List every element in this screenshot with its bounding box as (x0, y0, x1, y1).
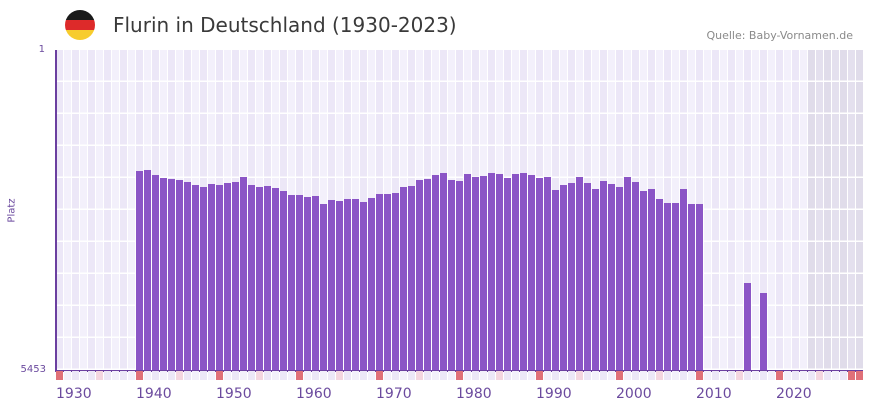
bar-2004[interactable] (648, 188, 655, 370)
bar-1966[interactable] (344, 198, 351, 370)
bar-1943[interactable] (160, 177, 167, 370)
year-marker-strip (56, 371, 863, 380)
flag-stripe-red (65, 20, 95, 30)
bar-1978[interactable] (440, 172, 447, 370)
x-tick-label: 2010 (696, 386, 732, 402)
bar-1950[interactable] (216, 184, 223, 370)
bar-2003[interactable] (640, 190, 647, 370)
bar-1973[interactable] (400, 186, 407, 370)
bar-1990[interactable] (536, 177, 543, 370)
bar-1953[interactable] (240, 176, 247, 370)
bar-1964[interactable] (328, 199, 335, 370)
bar-1999[interactable] (608, 183, 615, 370)
bar-1995[interactable] (576, 176, 583, 370)
bar-1949[interactable] (208, 183, 215, 370)
bar-1996[interactable] (584, 182, 591, 370)
x-tick-label: 2000 (616, 386, 652, 402)
bar-1947[interactable] (192, 184, 199, 370)
bar-1981[interactable] (464, 173, 471, 370)
bar-1945[interactable] (176, 179, 183, 370)
bar-1955[interactable] (256, 186, 263, 370)
bar-1958[interactable] (280, 190, 287, 370)
bar-1959[interactable] (288, 194, 295, 370)
bar-1970[interactable] (376, 193, 383, 370)
bar-1976[interactable] (424, 178, 431, 370)
flag-stripe-gold (65, 30, 95, 40)
bar-1956[interactable] (264, 185, 271, 370)
plot-area (56, 50, 863, 370)
bar-1960[interactable] (296, 194, 303, 370)
bar-1979[interactable] (448, 179, 455, 370)
x-axis-line (55, 370, 863, 372)
y-axis-title: Platz (6, 198, 18, 223)
bar-1946[interactable] (184, 181, 191, 370)
bar-2010[interactable] (696, 203, 703, 370)
bar-1952[interactable] (232, 181, 239, 370)
bar-1963[interactable] (320, 203, 327, 370)
bar-1982[interactable] (472, 176, 479, 370)
bar-1941[interactable] (144, 169, 151, 370)
chart-title: Flurin in Deutschland (1930-2023) (113, 13, 457, 37)
bar-1940[interactable] (136, 170, 143, 370)
bar-1961[interactable] (304, 196, 311, 370)
bar-2005[interactable] (656, 198, 663, 370)
bar-2007[interactable] (672, 202, 679, 370)
x-tick-label: 1990 (536, 386, 572, 402)
bar-1975[interactable] (416, 179, 423, 370)
bar-1948[interactable] (200, 186, 207, 370)
x-tick-label: 1930 (56, 386, 92, 402)
x-tick-label: 1960 (296, 386, 332, 402)
bar-2016[interactable] (744, 282, 751, 370)
bar-1986[interactable] (504, 177, 511, 370)
bar-1993[interactable] (560, 184, 567, 370)
bar-1991[interactable] (544, 176, 551, 370)
y-top-label: 1 (38, 44, 45, 55)
y-axis-line (55, 50, 57, 371)
bar-2006[interactable] (664, 202, 671, 370)
bar-1965[interactable] (336, 200, 343, 370)
bar-1989[interactable] (528, 174, 535, 370)
bar-1957[interactable] (272, 187, 279, 370)
bar-1968[interactable] (360, 201, 367, 370)
germany-flag-icon (65, 10, 95, 40)
bar-1944[interactable] (168, 178, 175, 370)
bar-1942[interactable] (152, 174, 159, 370)
x-tick-label: 1940 (136, 386, 172, 402)
bar-1969[interactable] (368, 197, 375, 370)
bar-2000[interactable] (616, 186, 623, 370)
bar-1967[interactable] (352, 198, 359, 370)
source-link[interactable]: Quelle: Baby-Vornamen.de (706, 29, 853, 42)
bar-2009[interactable] (688, 203, 695, 370)
bar-2002[interactable] (632, 181, 639, 370)
bar-1992[interactable] (552, 189, 559, 370)
x-tick-label: 1950 (216, 386, 252, 402)
bar-1954[interactable] (248, 184, 255, 370)
bar-1984[interactable] (488, 172, 495, 370)
bar-2008[interactable] (680, 188, 687, 370)
bar-1987[interactable] (512, 173, 519, 370)
bar-1994[interactable] (568, 182, 575, 370)
bar-1951[interactable] (224, 182, 231, 370)
flag-stripe-black (65, 10, 95, 20)
x-tick-label: 1970 (376, 386, 412, 402)
bar-2018[interactable] (760, 292, 767, 370)
bar-1997[interactable] (592, 188, 599, 370)
bar-1988[interactable] (520, 172, 527, 370)
bar-1972[interactable] (392, 192, 399, 370)
bar-1983[interactable] (480, 175, 487, 370)
bar-1980[interactable] (456, 180, 463, 370)
bar-2001[interactable] (624, 176, 631, 370)
bar-1977[interactable] (432, 174, 439, 370)
bar-1962[interactable] (312, 195, 319, 370)
bar-1974[interactable] (408, 185, 415, 370)
x-tick-label: 1980 (456, 386, 492, 402)
x-tick-label: 2020 (776, 386, 812, 402)
bar-1998[interactable] (600, 180, 607, 370)
bar-1971[interactable] (384, 193, 391, 370)
bar-1985[interactable] (496, 173, 503, 370)
y-bottom-label: 5453 (20, 364, 46, 375)
